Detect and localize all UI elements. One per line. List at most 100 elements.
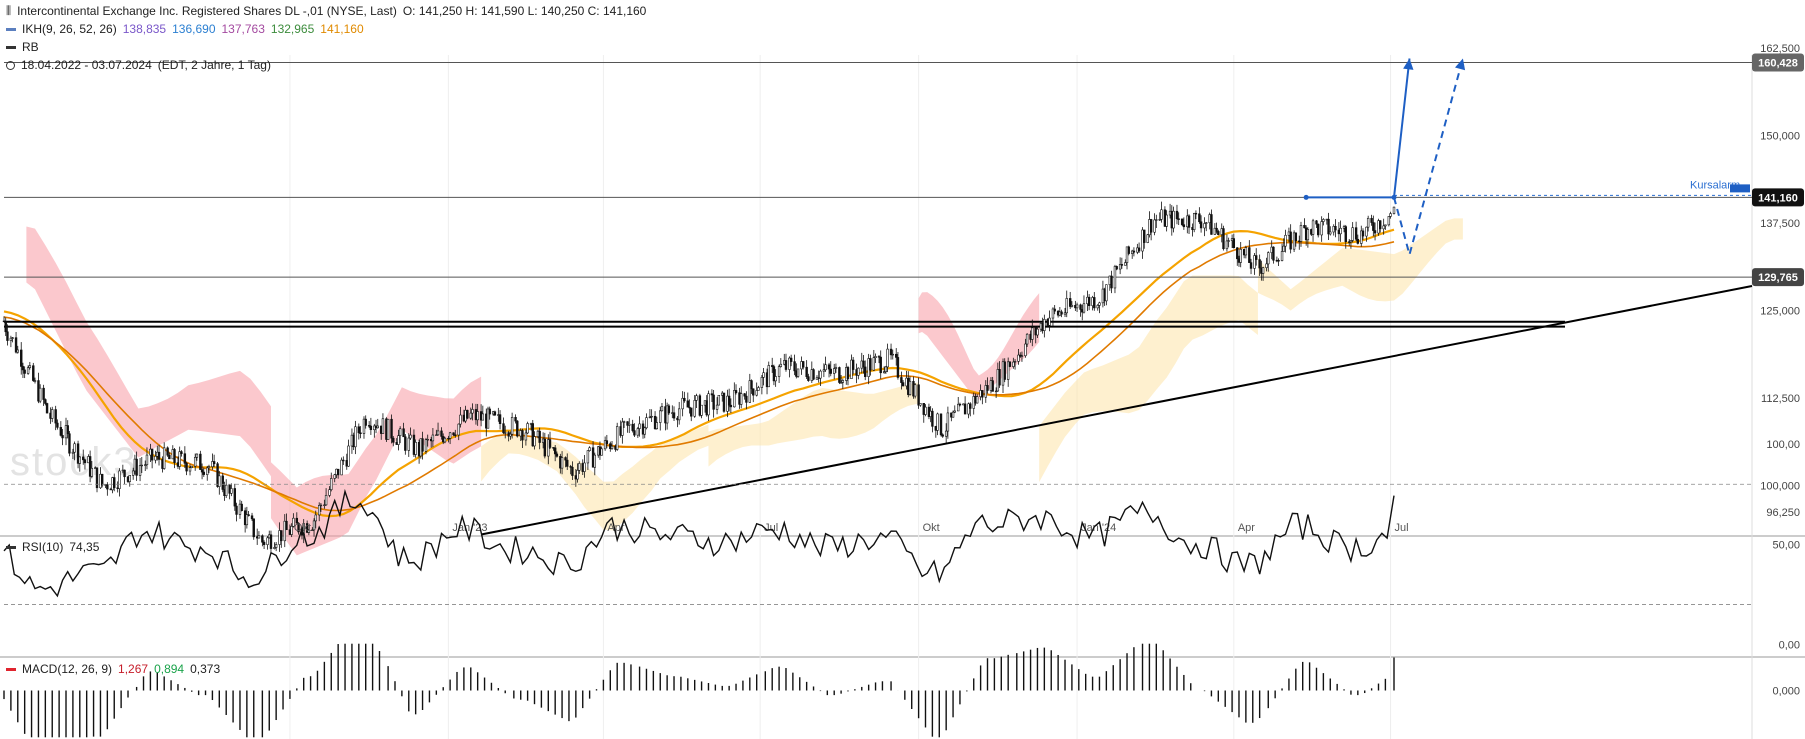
candle-body: [199, 453, 202, 470]
candle-body: [200, 469, 204, 473]
candle-body: [328, 489, 331, 496]
candle-body: [626, 421, 629, 426]
candle-body: [452, 432, 455, 436]
candle-body: [882, 371, 886, 374]
candle-body: [869, 358, 872, 371]
candle-body: [1334, 226, 1337, 231]
candle-body: [762, 372, 765, 378]
price-tick-label: 150,000: [1760, 131, 1800, 143]
candle-body: [593, 454, 596, 468]
candle-body: [190, 465, 193, 468]
candle-body: [605, 440, 609, 444]
candle-body: [1043, 319, 1046, 331]
candle-body: [230, 488, 233, 494]
candle-body: [402, 428, 405, 438]
candle-body: [426, 439, 429, 441]
projection-point: [1303, 194, 1309, 200]
candle-body: [362, 418, 366, 434]
price-badge-label: 129,765: [1758, 272, 1798, 284]
candle-body: [824, 364, 827, 371]
horizontal-levels: [4, 62, 1752, 328]
candle-body: [469, 412, 472, 419]
projection-dashed-line: [1393, 58, 1464, 259]
candle-body: [54, 409, 57, 424]
candle-body: [295, 517, 299, 524]
candle-body: [610, 445, 614, 449]
legend-range-row[interactable]: 18.04.2022 - 03.07.2024 (EDT, 2 Jahre, 1…: [6, 56, 646, 74]
moving-average-line: [3, 241, 1395, 512]
candle-body: [733, 390, 736, 408]
candle-body: [509, 433, 512, 437]
candle-body: [68, 433, 71, 454]
rsi-line: [3, 488, 1395, 598]
candle-body: [510, 417, 514, 435]
candle-body: [695, 395, 698, 401]
candle-body: [311, 529, 314, 531]
candle-body: [857, 367, 860, 376]
candle-body: [757, 387, 760, 391]
date-range: 18.04.2022 - 03.07.2024: [21, 58, 152, 72]
candle-body: [526, 423, 529, 434]
candle-body: [1299, 225, 1303, 242]
candle-body: [178, 451, 181, 467]
candle-body: [359, 432, 362, 434]
axes: Okt Jan '23 Apr Jul Okt Jan '24 Apr Jul162,5001…: [294, 43, 1804, 534]
candle-body: [466, 409, 469, 419]
candle-body: [457, 423, 460, 436]
candle-body: [340, 459, 343, 476]
candle-body: [285, 520, 288, 531]
rsi-legend[interactable]: RSI(10) 74,35: [6, 540, 99, 554]
candle-body: [71, 451, 75, 454]
candle-body: [1158, 219, 1161, 221]
candle-body: [1280, 251, 1284, 261]
candle-body: [1360, 230, 1363, 244]
candle-body: [660, 406, 664, 412]
macd-legend[interactable]: MACD(12, 26, 9) 1,267 0,894 0,373: [6, 662, 220, 676]
candle-body: [1153, 219, 1156, 233]
candle-body: [900, 377, 903, 383]
candle-body: [32, 365, 35, 381]
candle-body: [686, 400, 690, 408]
cloud-patch: [1257, 218, 1463, 311]
candle-body: [1165, 214, 1168, 227]
candle-body: [1289, 231, 1292, 250]
candle-body: [6, 331, 9, 341]
drawings: Kursalarm: [480, 58, 1753, 536]
candle-body: [722, 392, 726, 412]
candle-body: [538, 430, 541, 443]
candle-body: [38, 387, 42, 402]
candle-body: [827, 364, 831, 370]
candle-body: [44, 399, 47, 404]
candle-body: [566, 459, 569, 467]
candle-body: [342, 459, 345, 462]
candle-body: [957, 403, 960, 412]
candle-body: [240, 503, 243, 511]
macd-label: MACD(12, 26, 9): [22, 662, 113, 676]
candle-body: [901, 382, 905, 387]
candle-body: [1361, 230, 1365, 237]
candle-body: [805, 366, 808, 377]
price-tick-label: 100,000: [1760, 481, 1800, 493]
candle-body: [1051, 308, 1055, 319]
candle-body: [333, 474, 336, 479]
candle-body: [21, 366, 25, 371]
legend-rb-row[interactable]: RB: [6, 38, 646, 56]
candle-body: [643, 427, 646, 435]
macd-value: 1,267: [118, 662, 149, 676]
candle-body: [498, 414, 502, 424]
candle-body: [1146, 234, 1149, 243]
candle-body: [833, 368, 836, 374]
candle-body: [953, 410, 956, 413]
candle-body: [1068, 298, 1072, 307]
macd-swatch-icon: [6, 667, 16, 671]
candle-body: [874, 356, 877, 358]
candle-body: [829, 368, 832, 374]
candle-body: [95, 467, 99, 489]
candle-body: [42, 387, 45, 400]
candle-body: [157, 451, 161, 460]
cloud-patch: [918, 292, 1040, 400]
candle-body: [1079, 304, 1082, 310]
candle-body: [645, 417, 648, 429]
legend-ikh-row[interactable]: IKH(9, 26, 52, 26) 138,835 136,690 137,7…: [6, 20, 646, 38]
